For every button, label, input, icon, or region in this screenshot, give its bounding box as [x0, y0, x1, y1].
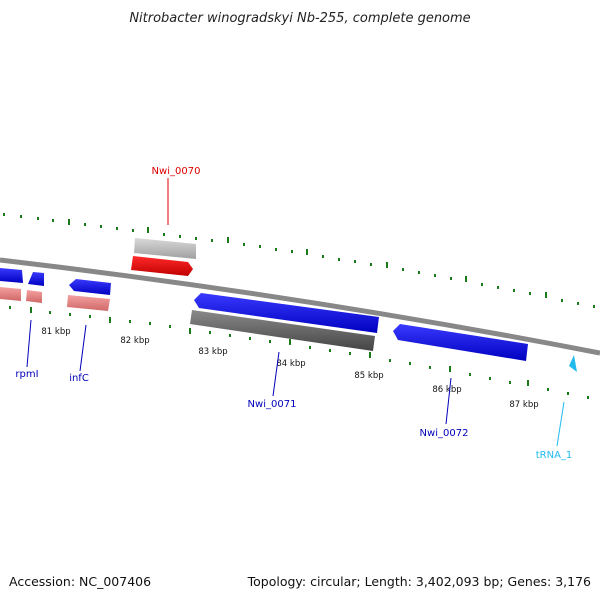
rrna-left-2[interactable]: [26, 290, 42, 303]
nwi-0071-arrow[interactable]: [194, 293, 379, 333]
scale-label-86: 86 kbp: [432, 385, 461, 395]
genome-summary: Topology: circular; Length: 3,402,093 bp…: [247, 574, 591, 589]
scale-label-81: 81 kbp: [41, 327, 70, 337]
cds-left-2[interactable]: [28, 272, 44, 286]
infc-arrow[interactable]: [69, 279, 111, 295]
inner-major-tick: [109, 317, 111, 323]
inner-major-tick: [449, 366, 451, 372]
nwi-0071-leader: [272, 351, 280, 397]
accession-text: Accession: NC_007406: [9, 574, 151, 589]
gene-label-rpmi[interactable]: rpmI: [15, 369, 38, 380]
inner-tick-ring: [9, 306, 589, 399]
gene-label-nwi-0070[interactable]: Nwi_0070: [152, 166, 201, 177]
outer-major-tick: [465, 276, 467, 282]
outer-major-tick: [386, 262, 388, 268]
outer-major-tick: [306, 249, 308, 255]
nwi-0071-gray-feature[interactable]: [190, 310, 375, 351]
outer-major-tick: [147, 227, 149, 233]
outer-tick-ring: [3, 213, 595, 308]
inner-major-tick: [369, 352, 371, 358]
scale-label-85: 85 kbp: [354, 371, 383, 381]
rrna-left-1[interactable]: [0, 287, 21, 301]
rpmi-leader: [26, 319, 32, 368]
outer-major-tick: [545, 292, 547, 298]
nwi-0070-arrow[interactable]: [131, 256, 193, 276]
inner-major-tick: [189, 328, 191, 334]
trna-1-arrow[interactable]: [569, 355, 577, 372]
scale-label-82: 82 kbp: [120, 336, 149, 346]
nwi-0072-arrow[interactable]: [393, 324, 528, 361]
nwi-0072-leader: [445, 377, 452, 425]
gene-label-nwi-0071[interactable]: Nwi_0071: [248, 399, 297, 410]
scale-label-84: 84 kbp: [276, 359, 305, 369]
map-title: Nitrobacter winogradskyi Nb-255, complet…: [129, 11, 470, 26]
trna-1-leader: [556, 401, 565, 447]
outer-major-tick: [227, 237, 229, 243]
outer-major-tick: [68, 219, 70, 225]
genome-backbone: [0, 257, 600, 356]
inner-major-tick: [30, 307, 32, 313]
scale-label-83: 83 kbp: [198, 347, 227, 357]
nwi-0070-gray-feature[interactable]: [134, 238, 196, 259]
infc-rrna-feature[interactable]: [67, 295, 110, 311]
gene-label-trna-1[interactable]: tRNA_1: [536, 450, 573, 461]
inner-major-tick: [289, 339, 291, 345]
cds-left-1[interactable]: [0, 268, 23, 283]
scale-label-87: 87 kbp: [509, 400, 538, 410]
gene-label-infc[interactable]: infC: [69, 373, 89, 384]
gene-label-nwi-0072[interactable]: Nwi_0072: [420, 428, 469, 439]
infc-leader: [79, 324, 87, 372]
inner-major-tick: [527, 380, 529, 386]
